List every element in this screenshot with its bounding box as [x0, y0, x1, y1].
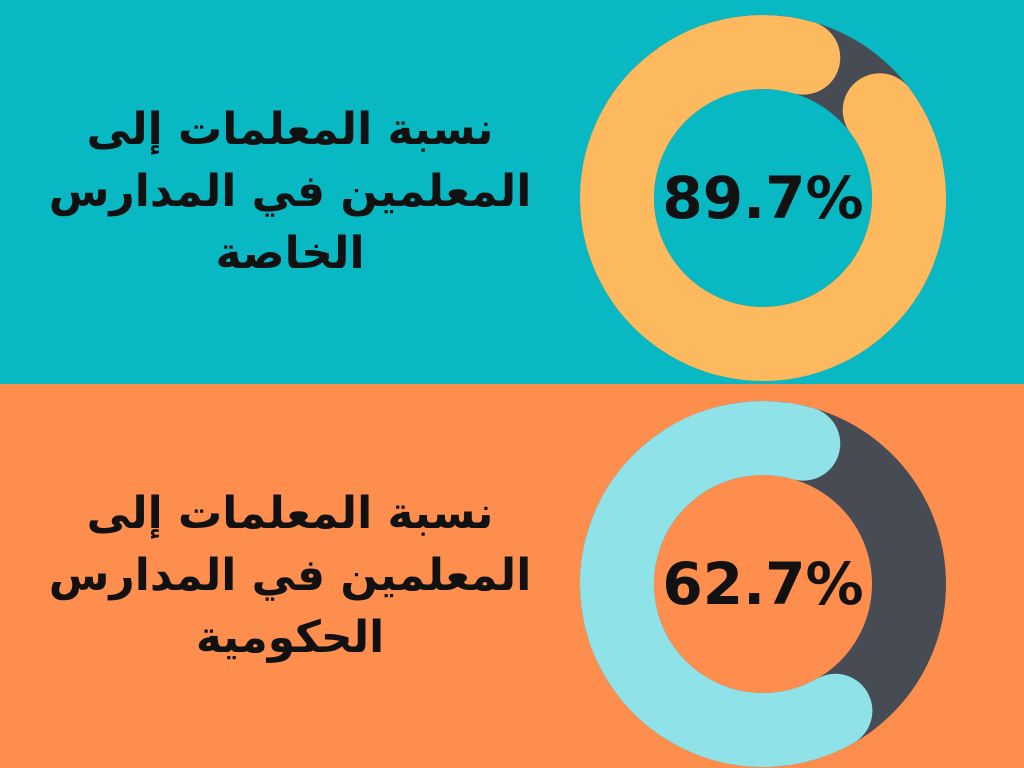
donut-chart: 89.7% [580, 15, 946, 381]
donut-value-arc [580, 401, 873, 767]
label-line-3: الخاصة [215, 228, 365, 279]
label-line-1: نسبة المعلمات إلى [86, 104, 494, 155]
private-schools-panel: نسبة المعلمات إلى المعلمين في المدارس ال… [0, 0, 1024, 384]
label-line-1: نسبة المعلمات إلى [86, 488, 494, 539]
label-line-3: الحكومية [195, 612, 385, 663]
donut-value-arc [580, 15, 946, 381]
label-line-2: المعلمين في المدارس [48, 550, 532, 601]
donut-chart: 62.7% [580, 401, 946, 767]
panel-label: نسبة المعلمات إلى المعلمين في المدارس ال… [40, 0, 540, 384]
percentage-label: 62.7% [662, 550, 863, 618]
label-line-2: المعلمين في المدارس [48, 166, 532, 217]
public-schools-panel: نسبة المعلمات إلى المعلمين في المدارس ال… [0, 384, 1024, 768]
percentage-label: 89.7% [662, 164, 863, 232]
panel-label: نسبة المعلمات إلى المعلمين في المدارس ال… [40, 384, 540, 768]
